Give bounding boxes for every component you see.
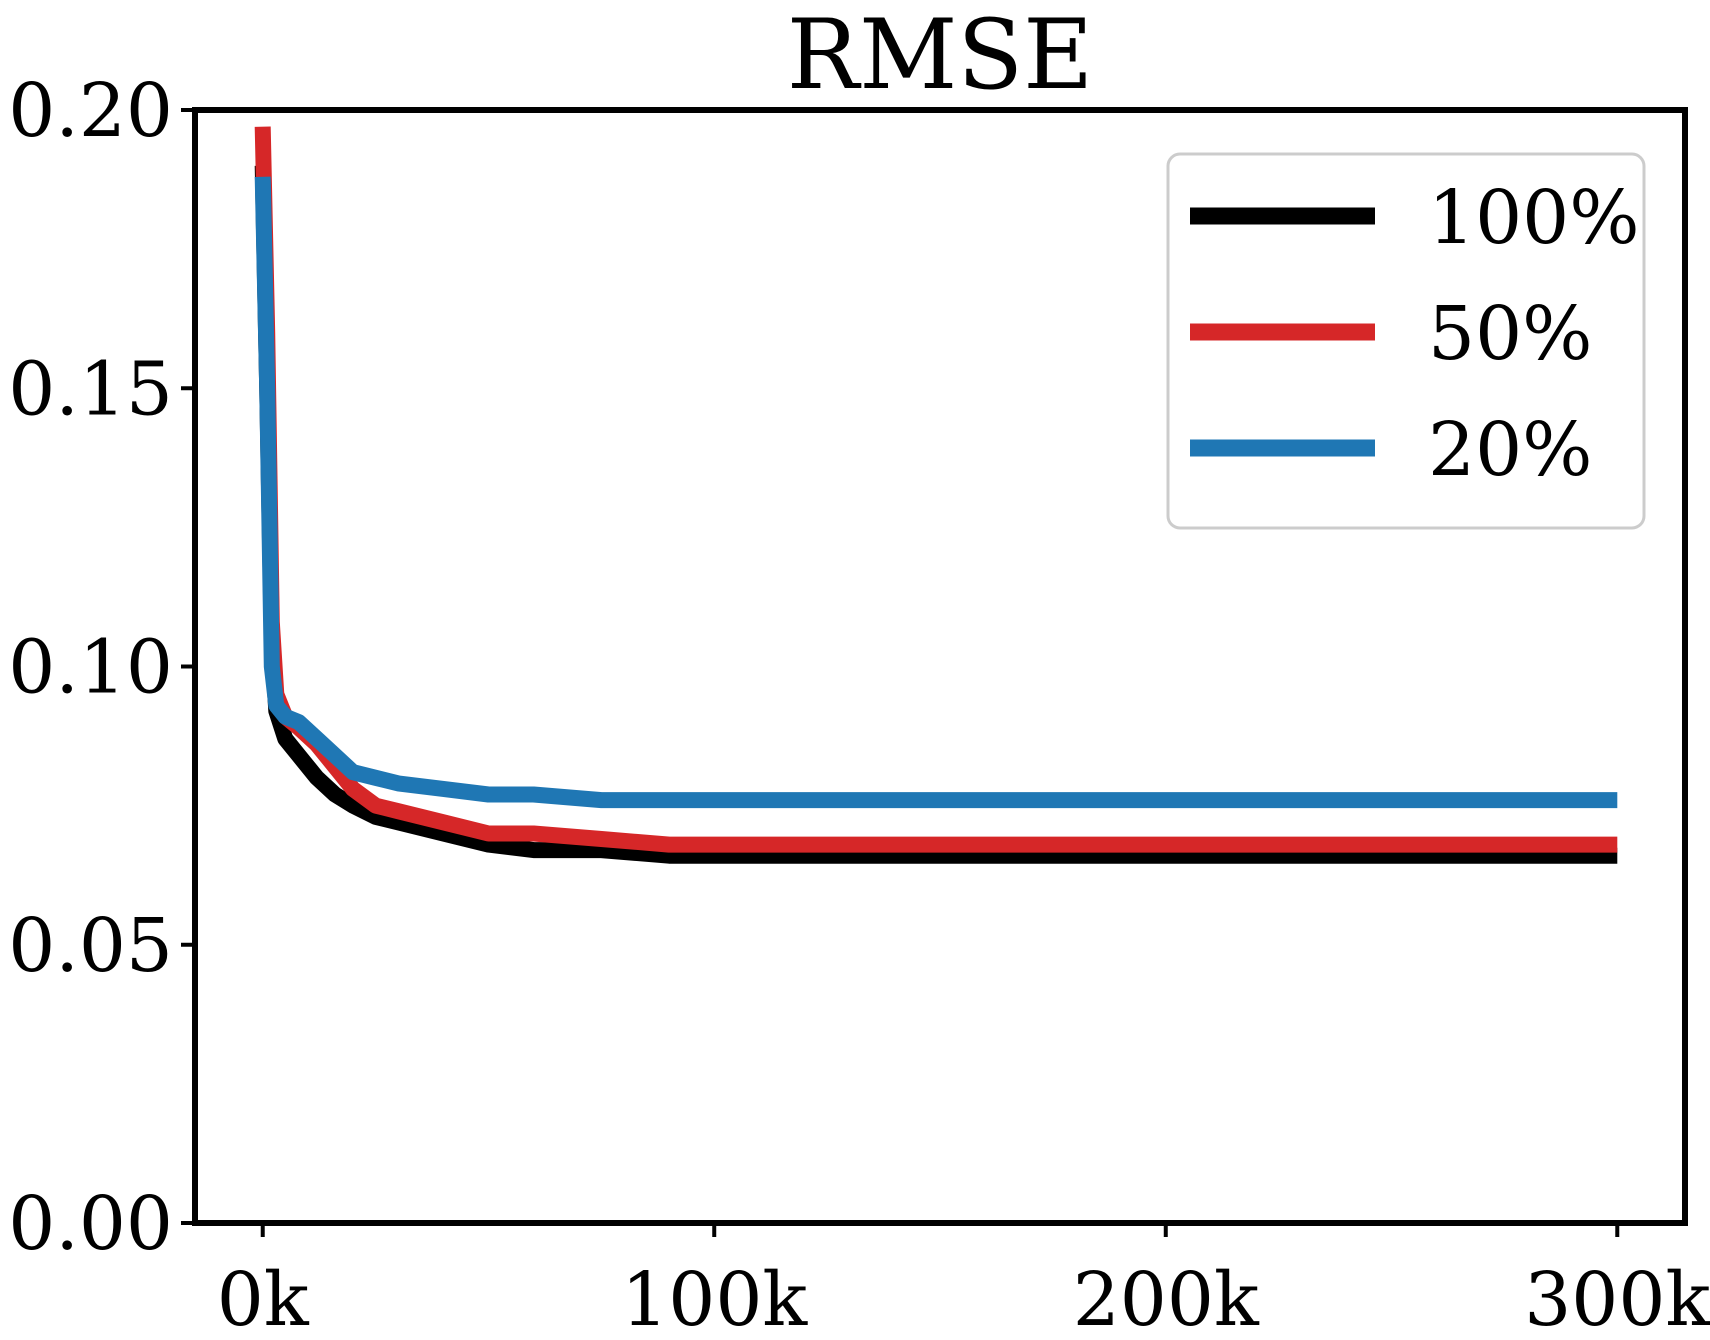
y-tick-label: 0.20 (8, 68, 173, 154)
y-tick-label: 0.00 (8, 1181, 173, 1267)
series-line-2 (254, 176, 1618, 809)
x-tick-label: 0k (217, 1257, 310, 1340)
x-axis-ticks: 0k 100k 200k 300k (217, 1223, 1710, 1340)
y-tick-label: 0.15 (8, 346, 173, 432)
legend-label-20: 20% (1428, 407, 1592, 493)
series-line-0 (254, 165, 1618, 864)
chart-title: RMSE (787, 0, 1093, 111)
x-tick-label: 100k (621, 1257, 808, 1340)
legend: 100% 50% 20% (1166, 152, 1646, 530)
x-tick-label: 200k (1073, 1257, 1260, 1340)
legend-label-100: 100% (1428, 175, 1640, 261)
y-tick-label: 0.05 (8, 903, 173, 989)
legend-box (1166, 152, 1646, 530)
legend-label-50: 50% (1428, 291, 1592, 377)
plot-lines (254, 126, 1618, 864)
y-axis-ticks: 0.00 0.05 0.10 0.15 0.20 (8, 68, 195, 1267)
y-tick-label: 0.10 (8, 625, 173, 711)
x-tick-label: 300k (1524, 1257, 1710, 1340)
